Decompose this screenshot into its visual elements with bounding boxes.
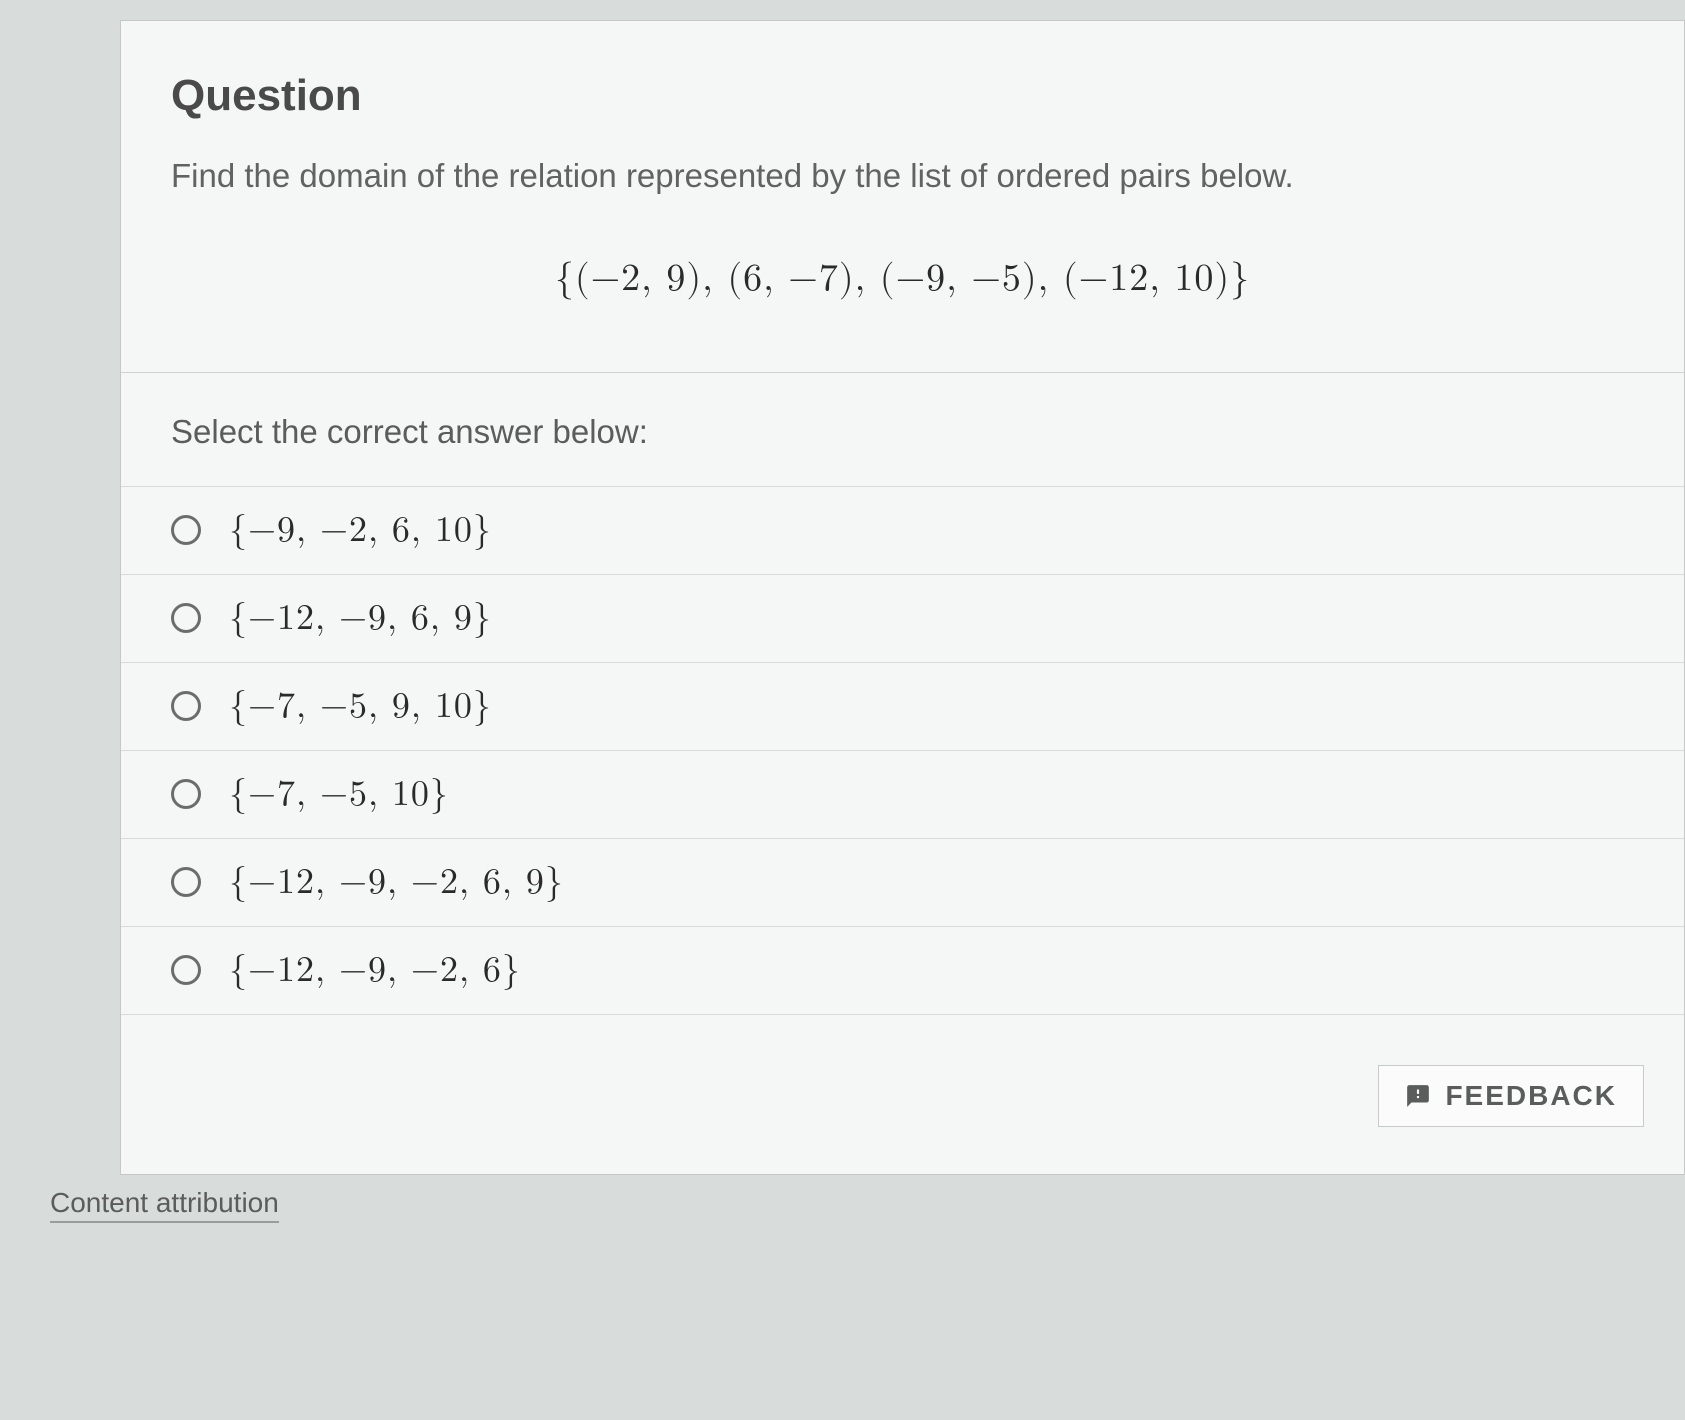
radio-icon	[171, 867, 201, 897]
footer: FEEDBACK	[121, 1014, 1684, 1174]
option-row-2[interactable]: {−7, −5, 9, 10}	[121, 662, 1684, 750]
flag-icon	[1405, 1083, 1431, 1109]
feedback-label: FEEDBACK	[1445, 1080, 1617, 1112]
option-row-1[interactable]: {−12, −9, 6, 9}	[121, 574, 1684, 662]
radio-icon	[171, 603, 201, 633]
option-text: {−12, −9, 6, 9}	[229, 597, 492, 640]
option-row-0[interactable]: {−9, −2, 6, 10}	[121, 486, 1684, 574]
option-row-3[interactable]: {−7, −5, 10}	[121, 750, 1684, 838]
feedback-button[interactable]: FEEDBACK	[1378, 1065, 1644, 1127]
option-text: {−7, −5, 9, 10}	[229, 685, 492, 728]
content-attribution-link[interactable]: Content attribution	[50, 1187, 279, 1223]
option-row-4[interactable]: {−12, −9, −2, 6, 9}	[121, 838, 1684, 926]
question-card: Question Find the domain of the relation…	[120, 20, 1685, 1175]
question-header: Question Find the domain of the relation…	[121, 21, 1684, 231]
radio-icon	[171, 779, 201, 809]
radio-icon	[171, 515, 201, 545]
option-row-5[interactable]: {−12, −9, −2, 6}	[121, 926, 1684, 1014]
question-prompt: Find the domain of the relation represen…	[171, 151, 1634, 201]
radio-icon	[171, 691, 201, 721]
option-text: {−9, −2, 6, 10}	[229, 509, 492, 552]
select-prompt: Select the correct answer below:	[121, 373, 1684, 486]
option-text: {−7, −5, 10}	[229, 773, 449, 816]
option-text: {−12, −9, −2, 6}	[229, 949, 521, 992]
ordered-pairs-expression: {(−2, 9), (6, −7), (−9, −5), (−12, 10)}	[121, 231, 1684, 372]
option-text: {−12, −9, −2, 6, 9}	[229, 861, 564, 904]
question-title: Question	[171, 71, 1634, 121]
radio-icon	[171, 955, 201, 985]
